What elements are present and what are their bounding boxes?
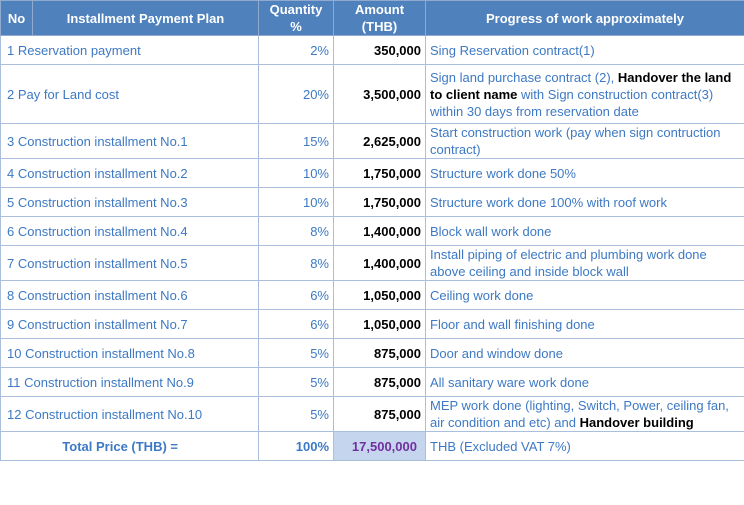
row-progress: Block wall work done [425,216,744,246]
row-qty: 8% [258,245,334,281]
row-progress: Sign land purchase contract (2), Handove… [425,64,744,124]
row-qty: 10% [258,158,334,188]
row-qty: 6% [258,280,334,310]
row-qty: 2% [258,35,334,65]
row-progress: Door and window done [425,338,744,368]
table-row: 7 Construction installment No.5 8% 1,400… [0,245,744,281]
row-amount: 3,500,000 [333,64,426,124]
header-plan: Installment Payment Plan [32,0,259,36]
table-row: 5 Construction installment No.3 10% 1,75… [0,187,744,217]
row-progress: All sanitary ware work done [425,367,744,397]
row-amount: 1,400,000 [333,245,426,281]
row-qty: 15% [258,123,334,159]
header-progress: Progress of work approximately [425,0,744,36]
row-label: 2 Pay for Land cost [0,64,259,124]
total-label: Total Price (THB) = [0,431,259,461]
header-amount: Amount (THB) [333,0,426,36]
table-row: 2 Pay for Land cost 20% 3,500,000 Sign l… [0,64,744,124]
row-amount: 1,750,000 [333,187,426,217]
row-amount: 1,050,000 [333,280,426,310]
header-no: No [0,0,33,36]
row-progress: Structure work done 100% with roof work [425,187,744,217]
row-label: 7 Construction installment No.5 [0,245,259,281]
row-amount: 875,000 [333,338,426,368]
row-qty: 20% [258,64,334,124]
row-label: 3 Construction installment No.1 [0,123,259,159]
row-label: 1 Reservation payment [0,35,259,65]
table-row: 4 Construction installment No.2 10% 1,75… [0,158,744,188]
total-note: THB (Excluded VAT 7%) [425,431,744,461]
row-label: 6 Construction installment No.4 [0,216,259,246]
row-label: 4 Construction installment No.2 [0,158,259,188]
total-qty: 100% [258,431,334,461]
row-amount: 875,000 [333,367,426,397]
row-qty: 6% [258,309,334,339]
row-label: 10 Construction installment No.8 [0,338,259,368]
row-label: 5 Construction installment No.3 [0,187,259,217]
table-row: 3 Construction installment No.1 15% 2,62… [0,123,744,159]
row-progress: MEP work done (lighting, Switch, Power, … [425,396,744,432]
row-progress: Floor and wall finishing done [425,309,744,339]
header-row: No Installment Payment Plan Quantity % A… [0,0,744,36]
row-label: 9 Construction installment No.7 [0,309,259,339]
table-row: 12 Construction installment No.10 5% 875… [0,396,744,432]
total-amount: 17,500,000 [333,431,426,461]
row-qty: 5% [258,396,334,432]
row-amount: 350,000 [333,35,426,65]
row-progress: Structure work done 50% [425,158,744,188]
installment-table: No Installment Payment Plan Quantity % A… [0,0,744,461]
header-qty: Quantity % [258,0,334,36]
row-amount: 875,000 [333,396,426,432]
table-row: 8 Construction installment No.6 6% 1,050… [0,280,744,310]
row-amount: 2,625,000 [333,123,426,159]
row-qty: 5% [258,367,334,397]
row-progress: Install piping of electric and plumbing … [425,245,744,281]
row-progress: Start construction work (pay when sign c… [425,123,744,159]
row-amount: 1,750,000 [333,158,426,188]
row-label: 11 Construction installment No.9 [0,367,259,397]
table-row: 1 Reservation payment 2% 350,000 Sing Re… [0,35,744,65]
row-label: 12 Construction installment No.10 [0,396,259,432]
table-row: 11 Construction installment No.9 5% 875,… [0,367,744,397]
row-qty: 8% [258,216,334,246]
table-row: 6 Construction installment No.4 8% 1,400… [0,216,744,246]
row-amount: 1,400,000 [333,216,426,246]
table-row: 10 Construction installment No.8 5% 875,… [0,338,744,368]
row-progress: Ceiling work done [425,280,744,310]
total-row: Total Price (THB) = 100% 17,500,000 THB … [0,431,744,461]
table-row: 9 Construction installment No.7 6% 1,050… [0,309,744,339]
row-amount: 1,050,000 [333,309,426,339]
row-label: 8 Construction installment No.6 [0,280,259,310]
row-qty: 10% [258,187,334,217]
row-progress: Sing Reservation contract(1) [425,35,744,65]
row-qty: 5% [258,338,334,368]
